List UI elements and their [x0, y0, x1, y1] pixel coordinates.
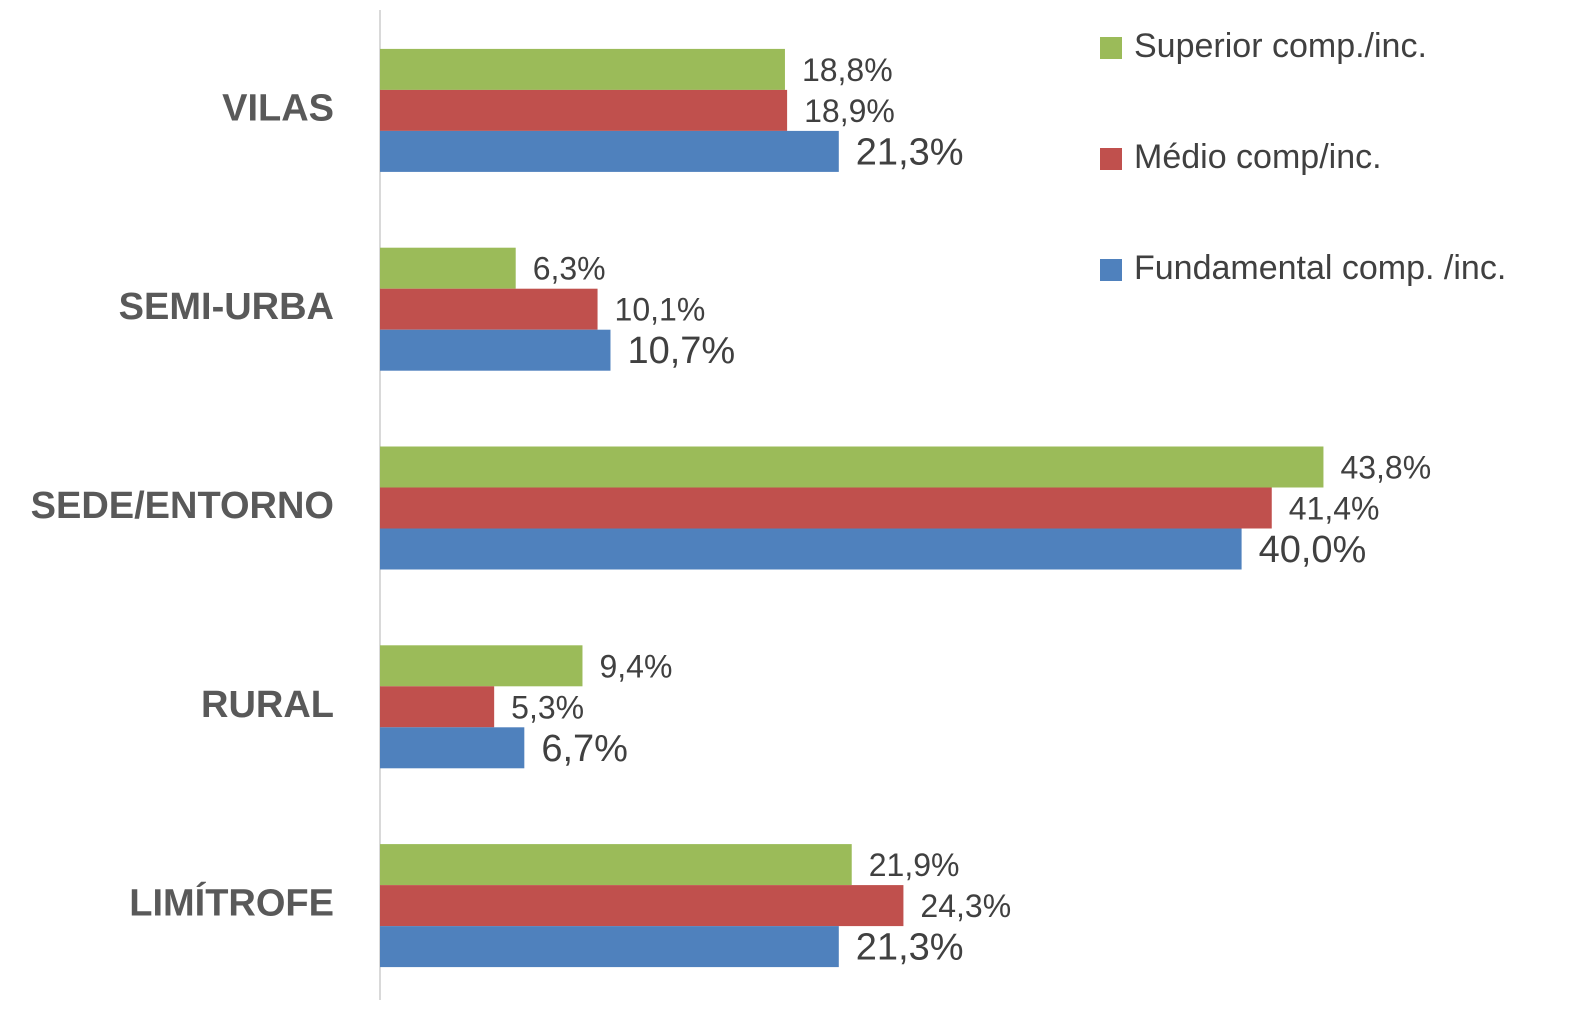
bar — [380, 329, 611, 371]
data-label: 40,0% — [1259, 529, 1367, 571]
legend-swatch — [1100, 148, 1122, 170]
legend-swatch — [1100, 259, 1122, 281]
legend-label: Fundamental comp. /inc. — [1134, 249, 1506, 287]
bar — [380, 487, 1272, 529]
y-tick-label: SEMI-URBA — [119, 286, 334, 328]
bar — [380, 247, 516, 289]
y-tick-label: RURAL — [201, 684, 334, 726]
bar — [380, 727, 525, 769]
data-label: 10,7% — [627, 330, 735, 372]
bar — [380, 686, 495, 728]
data-label: 18,8% — [802, 52, 893, 88]
data-label: 18,9% — [804, 93, 895, 129]
data-label: 9,4% — [599, 648, 672, 684]
data-label: 21,3% — [856, 131, 964, 173]
bar — [380, 130, 839, 172]
bar — [380, 288, 598, 330]
bar — [380, 645, 583, 687]
data-label: 5,3% — [511, 689, 584, 725]
bar — [380, 926, 839, 968]
data-label: 6,3% — [533, 251, 606, 287]
legend-swatch — [1100, 37, 1122, 59]
bar — [380, 885, 904, 927]
data-label: 21,9% — [869, 847, 960, 883]
data-label: 6,7% — [541, 728, 628, 770]
legend-label: Superior comp./inc. — [1134, 27, 1427, 65]
y-tick-label: SEDE/ENTORNO — [31, 485, 334, 527]
legend-label: Médio comp/inc. — [1134, 138, 1382, 176]
bar — [380, 528, 1242, 570]
bar — [380, 844, 852, 886]
data-label: 10,1% — [615, 292, 706, 328]
y-tick-label: LIMÍTROFE — [129, 881, 334, 925]
data-label: 21,3% — [856, 927, 964, 969]
bar — [380, 48, 785, 90]
bar — [380, 89, 788, 131]
data-label: 24,3% — [920, 888, 1011, 924]
y-tick-label: VILAS — [222, 87, 334, 129]
bar — [380, 446, 1324, 488]
data-label: 43,8% — [1340, 449, 1431, 485]
data-label: 41,4% — [1289, 490, 1380, 526]
